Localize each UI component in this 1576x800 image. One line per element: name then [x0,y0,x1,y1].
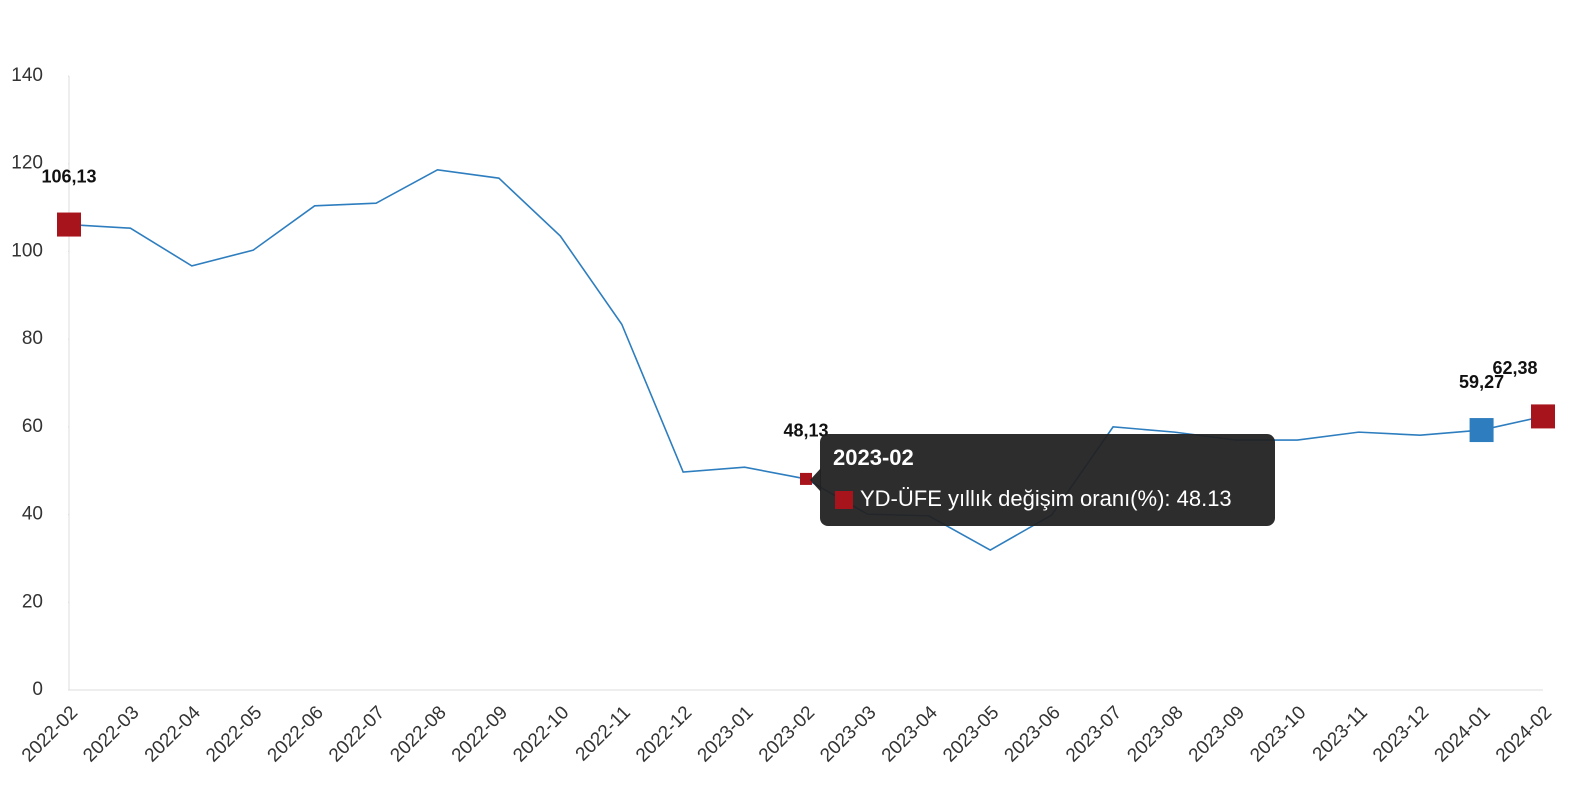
tooltip: 2023-02 YD-ÜFE yıllık değişim oranı(%): 4… [810,434,1275,526]
x-tick-label: 2024-01 [1431,702,1495,766]
y-tick-label: 0 [32,679,43,700]
x-tick-label: 2022-12 [632,702,696,766]
x-tick-label: 2023-02 [755,702,819,766]
y-tick-label: 120 [11,153,43,174]
line [68,169,1544,552]
point-marker [1531,404,1555,429]
y-tick-label: 140 [11,65,43,86]
x-tick-label: 2022-03 [79,702,143,766]
data-label: 62,38 [1492,358,1537,378]
data-label: 106,13 [41,166,96,186]
x-tick-label: 2022-04 [141,702,205,766]
y-tick-label: 80 [22,328,43,349]
x-tick-label: 2023-08 [1123,702,1187,766]
x-tick-label: 2022-06 [264,702,328,766]
x-tick-label: 2022-05 [202,702,266,766]
x-tick-label: 2022-09 [448,702,512,766]
x-tick-label: 2022-07 [325,702,389,766]
x-tick-label: 2023-12 [1369,702,1433,766]
x-tick-label: 2022-02 [18,702,82,766]
data-label: 59,27 [1459,372,1504,392]
tooltip-swatch [835,491,853,509]
y-tick-label: 40 [22,504,43,525]
y-tick-label: 100 [11,240,43,261]
y-tick-label: 20 [22,591,43,612]
tooltip-text: YD-ÜFE yıllık değişim oranı(%): 48.13 [860,486,1232,511]
x-tick-label: 2023-04 [878,702,942,766]
x-tick-label: 2023-09 [1185,702,1249,766]
x-tick-label: 2023-05 [939,702,1003,766]
x-tick-label: 2024-02 [1492,702,1556,766]
x-tick-label: 2023-10 [1246,702,1310,766]
point-marker [1469,418,1494,443]
y-tick-label: 60 [22,416,43,437]
tooltip-box [820,434,1275,526]
x-tick-label: 2023-11 [1309,702,1372,765]
data-label: 48,13 [783,421,828,441]
x-tick-label: 2023-07 [1062,702,1126,766]
x-tick-label: 2022-08 [386,702,450,766]
x-tick-label: 2022-10 [509,702,573,766]
point-marker [57,212,81,237]
x-tick-label: 2023-03 [816,702,880,766]
tooltip-pointer [810,468,821,492]
tooltip-title: 2023-02 [833,445,914,470]
point-marker [800,472,812,485]
x-tick-label: 2022-11 [572,702,635,765]
x-tick-label: 2023-01 [694,702,758,766]
x-tick-label: 2023-06 [1001,702,1065,766]
